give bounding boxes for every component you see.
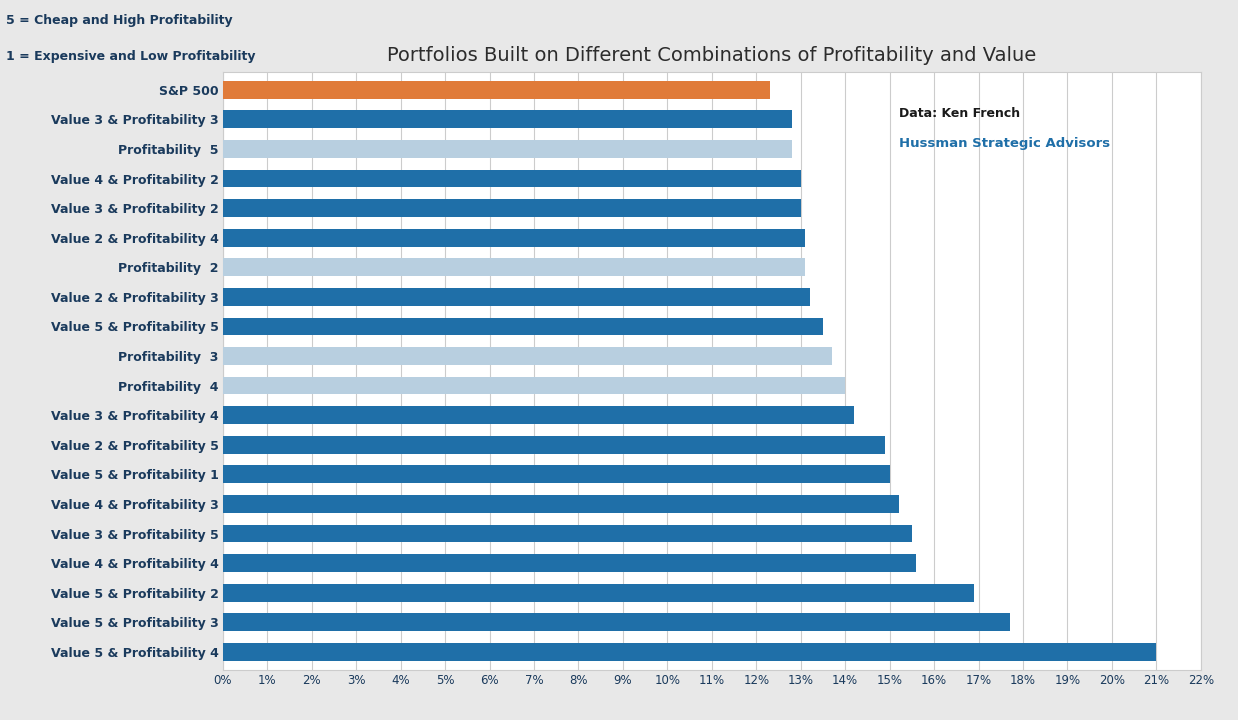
Bar	[223, 436, 885, 454]
Bar	[223, 643, 1156, 661]
Bar	[223, 140, 792, 158]
Bar	[223, 584, 974, 601]
Bar	[223, 613, 1010, 631]
Bar	[223, 465, 890, 483]
Text: Hussman Strategic Advisors: Hussman Strategic Advisors	[899, 137, 1109, 150]
Bar	[223, 110, 792, 128]
Bar	[223, 258, 805, 276]
Bar	[223, 288, 810, 306]
Bar	[223, 525, 912, 542]
Bar	[223, 229, 805, 246]
Bar	[223, 81, 770, 99]
Bar	[223, 170, 801, 187]
Title: Portfolios Built on Different Combinations of Profitability and Value: Portfolios Built on Different Combinatio…	[387, 46, 1036, 65]
Bar	[223, 377, 846, 395]
Text: 1 = Expensive and Low Profitability: 1 = Expensive and Low Profitability	[6, 50, 256, 63]
Bar	[223, 495, 899, 513]
Text: 5 = Cheap and High Profitability: 5 = Cheap and High Profitability	[6, 14, 233, 27]
Bar	[223, 199, 801, 217]
Bar	[223, 318, 823, 336]
Bar	[223, 406, 854, 424]
Bar	[223, 347, 832, 365]
Bar	[223, 554, 916, 572]
Text: Data: Ken French: Data: Ken French	[899, 107, 1020, 120]
